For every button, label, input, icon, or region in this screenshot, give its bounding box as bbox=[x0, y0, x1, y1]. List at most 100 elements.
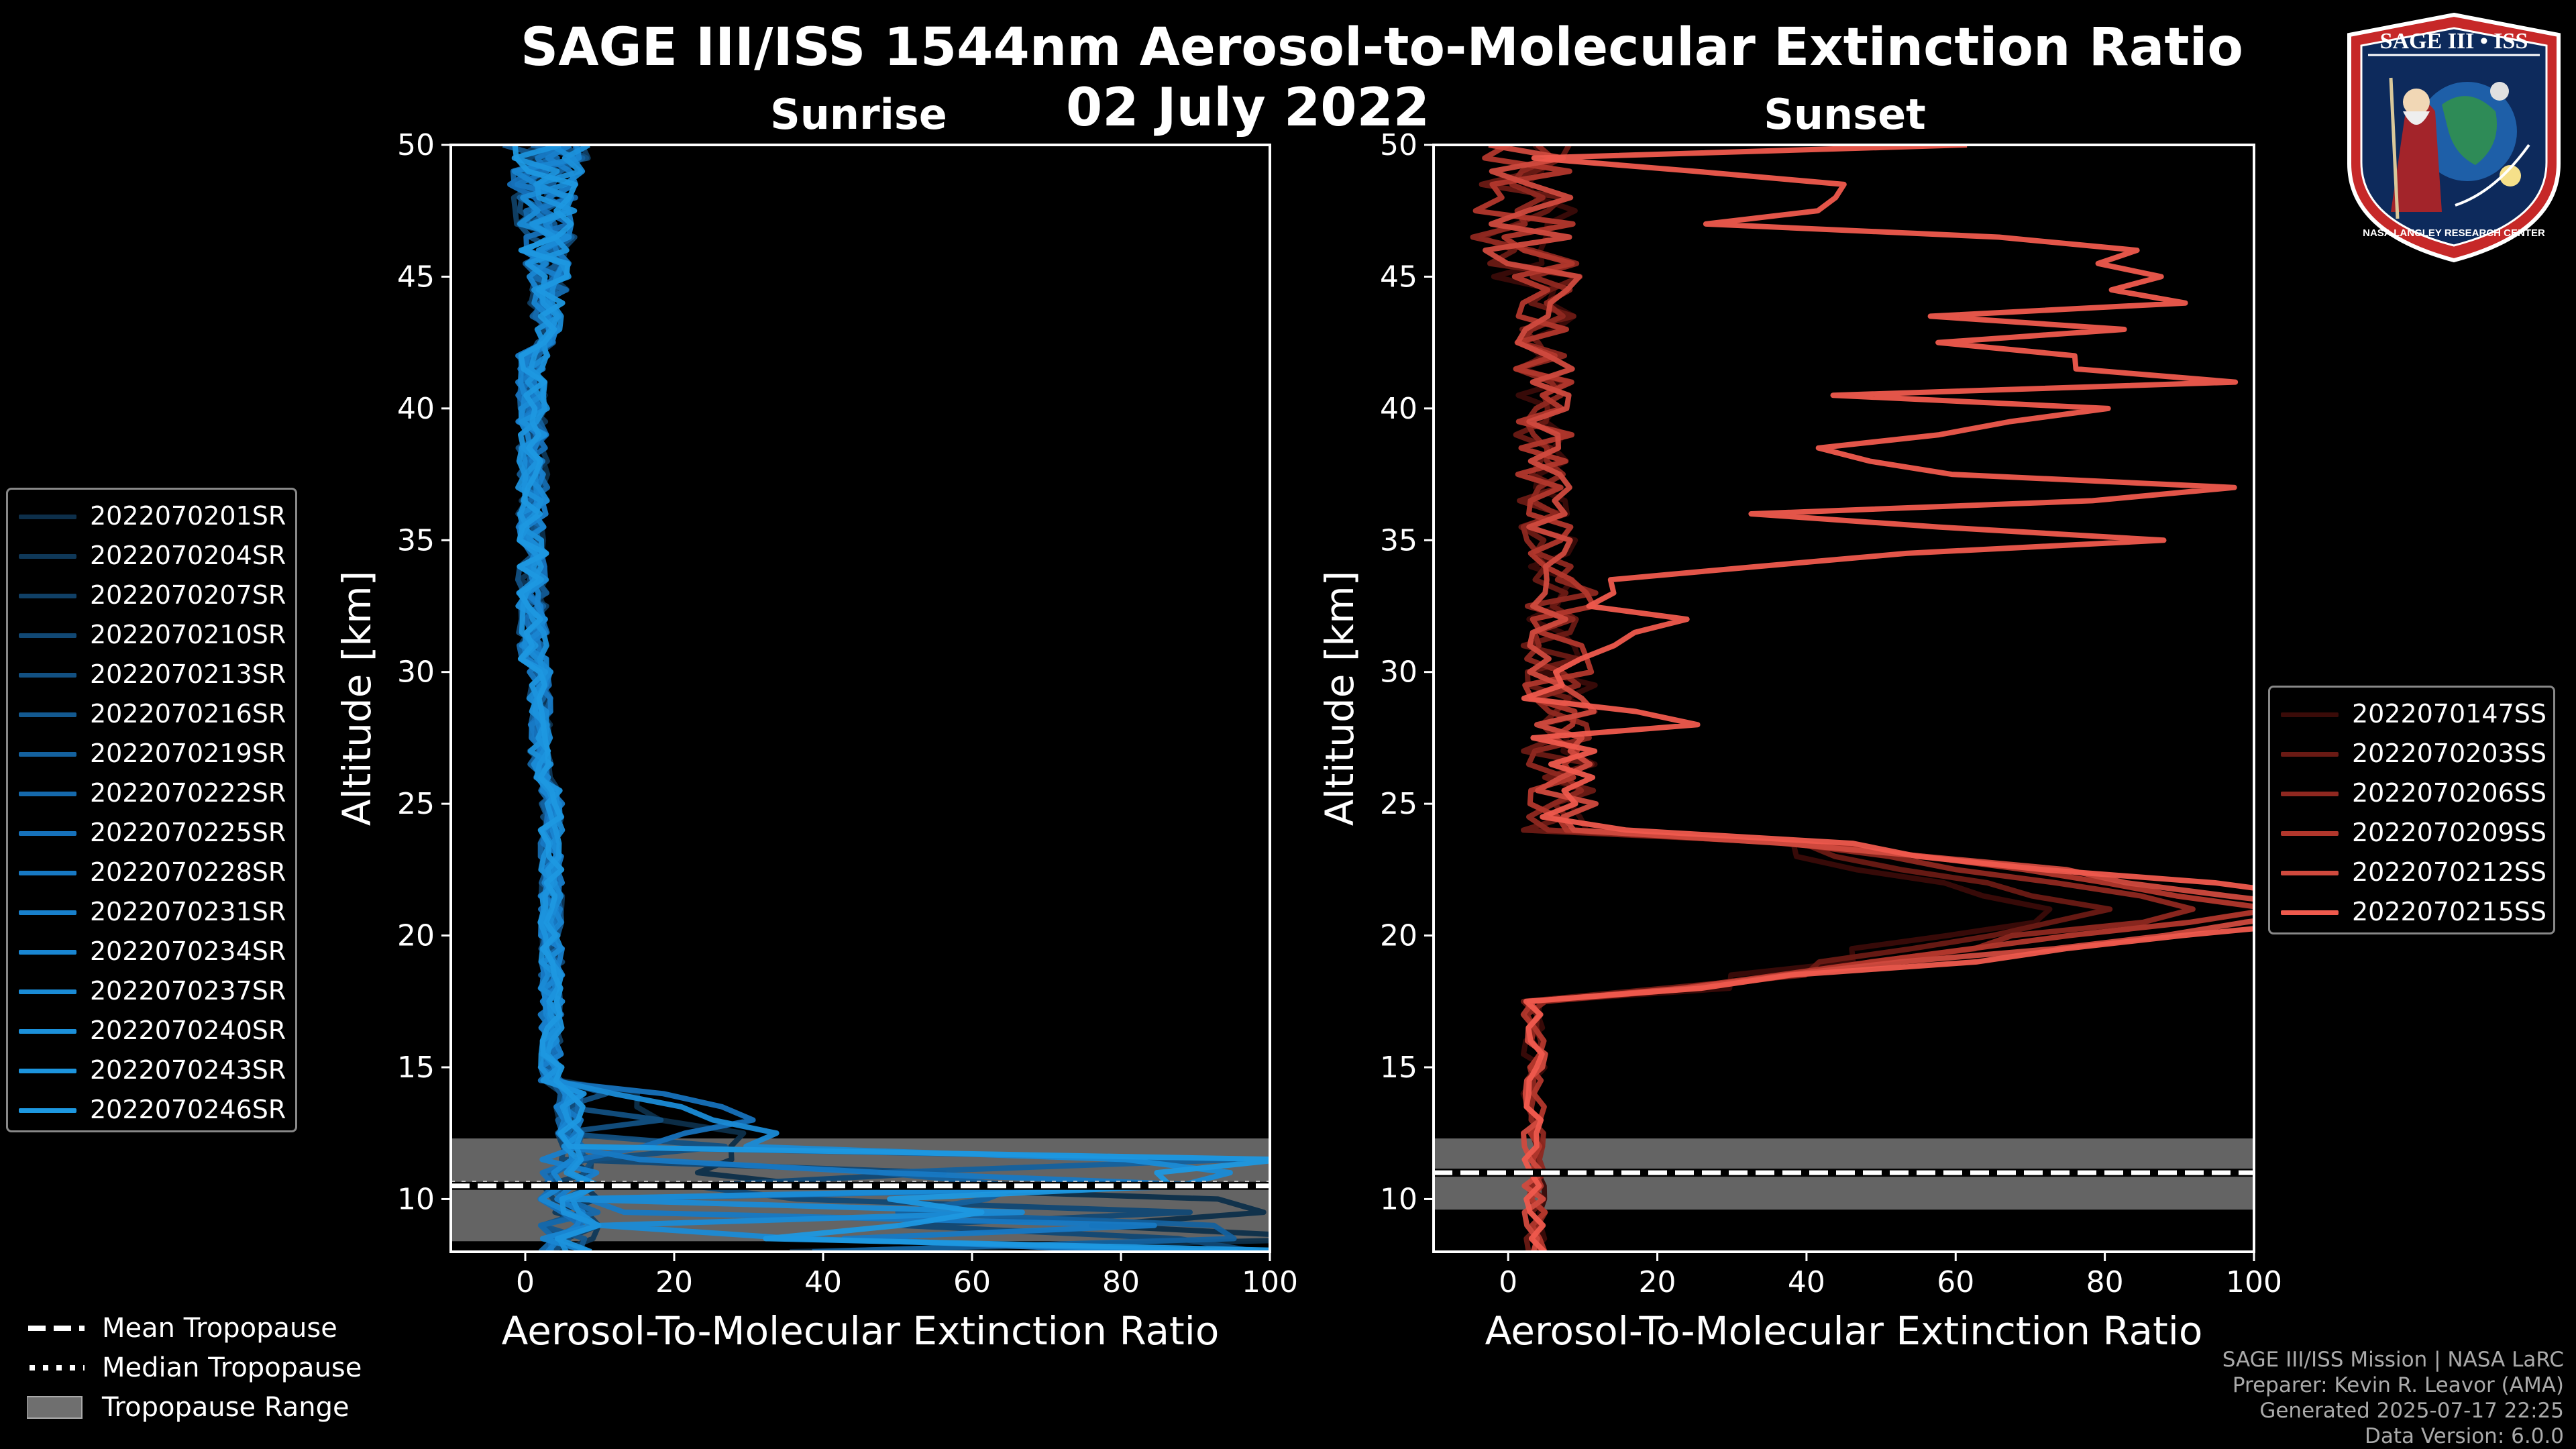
legend-item-2022070246SR: 2022070246SR bbox=[8, 1090, 295, 1130]
series-line-2022070210SR bbox=[517, 145, 1259, 1252]
legend-swatch bbox=[2281, 792, 2339, 796]
legend-swatch bbox=[19, 989, 76, 994]
series-line-2022070219SR bbox=[517, 145, 1244, 1252]
legend-item-2022070228SR: 2022070228SR bbox=[8, 853, 295, 892]
legend-item-2022070240SR: 2022070240SR bbox=[8, 1011, 295, 1051]
legend-label: 2022070212SS bbox=[2352, 857, 2547, 887]
legend-swatch bbox=[19, 831, 76, 836]
dashed-line-icon bbox=[28, 1326, 85, 1331]
sunset-x-tick-label: 100 bbox=[2226, 1265, 2282, 1299]
legend-item-2022070210SR: 2022070210SR bbox=[8, 615, 295, 655]
legend-label: 2022070234SR bbox=[90, 936, 286, 966]
series-line-2022070246SR bbox=[512, 145, 1270, 1252]
chart-title: SAGE III/ISS 1544nm Aerosol-to-Molecular… bbox=[521, 17, 2243, 78]
legend-swatch bbox=[19, 594, 76, 598]
series-line-2022070228SR bbox=[515, 145, 1231, 1252]
credit-mission: SAGE III/ISS Mission | NASA LaRC bbox=[2222, 1348, 2564, 1372]
sunrise-x-tick-label: 100 bbox=[1242, 1265, 1298, 1299]
legend-swatch bbox=[19, 910, 76, 915]
sunset-y-tick-label: 35 bbox=[1380, 523, 1417, 557]
legend-swatch bbox=[19, 554, 76, 559]
sunrise-panel-title: Sunrise bbox=[770, 90, 947, 139]
sunset-x-tick-label: 40 bbox=[1788, 1265, 1825, 1299]
sunset-x-tick-label: 20 bbox=[1639, 1265, 1676, 1299]
legend-swatch bbox=[19, 1029, 76, 1034]
legend-swatch bbox=[19, 633, 76, 638]
sunset-y-axis-label: Altitude [km] bbox=[1317, 571, 1362, 826]
chart-date: 02 July 2022 bbox=[1065, 78, 1430, 138]
sunset-plot-area bbox=[1434, 145, 2254, 1252]
legend-item-2022070222SR: 2022070222SR bbox=[8, 773, 295, 813]
legend-swatch bbox=[19, 871, 76, 875]
sunset-y-tick-label: 45 bbox=[1380, 260, 1417, 294]
sunrise-y-tick-label: 30 bbox=[397, 655, 435, 690]
legend-label: 2022070215SS bbox=[2352, 897, 2547, 926]
sunset-y-tick-label: 40 bbox=[1380, 392, 1417, 426]
legend-item-2022070216SR: 2022070216SR bbox=[8, 694, 295, 734]
sunset-y-tick-label: 10 bbox=[1380, 1182, 1417, 1216]
sunset-x-axis-label: Aerosol-To-Molecular Extinction Ratio bbox=[1485, 1308, 2203, 1354]
legend-label: 2022070231SR bbox=[90, 897, 286, 926]
legend-label: 2022070246SR bbox=[90, 1095, 286, 1124]
legend-item-2022070215SS: 2022070215SS bbox=[2270, 892, 2553, 932]
legend-swatch bbox=[2281, 712, 2339, 717]
legend-item-2022070231SR: 2022070231SR bbox=[8, 892, 295, 932]
sunrise-axes-frame bbox=[449, 144, 1271, 1253]
legend-item-2022070204SR: 2022070204SR bbox=[8, 536, 295, 576]
sunset-panel-title: Sunset bbox=[1764, 90, 1926, 139]
mean-tropopause-label: Mean Tropopause bbox=[102, 1313, 337, 1344]
legend-swatch bbox=[19, 752, 76, 757]
legend-item-2022070243SR: 2022070243SR bbox=[8, 1051, 295, 1090]
sunset-x-tick-label: 0 bbox=[1499, 1265, 1517, 1299]
sunrise-y-tick-label: 45 bbox=[397, 260, 435, 294]
legend-label: 2022070222SR bbox=[90, 778, 286, 808]
legend-label: 2022070213SR bbox=[90, 659, 286, 689]
legend-item-2022070219SR: 2022070219SR bbox=[8, 734, 295, 773]
sunrise-plot-area bbox=[451, 145, 1270, 1252]
series-line-2022070209SS bbox=[1472, 145, 2254, 1252]
sunrise-y-tick-label: 15 bbox=[397, 1051, 435, 1085]
legend-label: 2022070219SR bbox=[90, 739, 286, 768]
sunset-y-tick-label: 20 bbox=[1380, 919, 1417, 953]
legend-label: 2022070201SR bbox=[90, 501, 286, 531]
sunrise-y-tick-label: 35 bbox=[397, 523, 435, 557]
legend-swatch bbox=[19, 950, 76, 955]
sunrise-x-tick-label: 60 bbox=[953, 1265, 991, 1299]
legend-label: 2022070210SR bbox=[90, 620, 286, 649]
sunset-x-tick-label: 60 bbox=[1937, 1265, 1974, 1299]
legend-label: 2022070206SS bbox=[2352, 778, 2547, 808]
sunrise-x-tick-label: 20 bbox=[655, 1265, 693, 1299]
sunrise-y-tick-label: 10 bbox=[397, 1182, 435, 1216]
legend-item-2022070207SR: 2022070207SR bbox=[8, 576, 295, 615]
legend-item-2022070203SS: 2022070203SS bbox=[2270, 734, 2553, 773]
series-line-2022070212SS bbox=[1483, 145, 2254, 1252]
legend-item-2022070237SR: 2022070237SR bbox=[8, 971, 295, 1011]
sunrise-y-tick-label: 50 bbox=[397, 128, 435, 162]
legend-item-2022070209SS: 2022070209SS bbox=[2270, 813, 2553, 853]
sunrise-legend: 2022070201SR 2022070204SR 2022070207SR 2022… bbox=[6, 488, 297, 1132]
legend-label: 2022070240SR bbox=[90, 1016, 286, 1045]
legend-swatch bbox=[2281, 831, 2339, 836]
legend-swatch bbox=[2281, 910, 2339, 915]
sunset-y-tick-label: 30 bbox=[1380, 655, 1417, 690]
sunset-x-tick-label: 80 bbox=[2086, 1265, 2124, 1299]
sunrise-x-tick-label: 0 bbox=[516, 1265, 535, 1299]
legend-swatch bbox=[19, 1069, 76, 1073]
legend-label: 2022070147SS bbox=[2352, 699, 2547, 729]
legend-swatch bbox=[2281, 871, 2339, 875]
logo-text: SAGE III • ISS bbox=[2380, 29, 2528, 54]
sunrise-y-axis-label: Altitude [km] bbox=[334, 571, 380, 826]
logo-ring-text: NASA LANGLEY RESEARCH CENTER bbox=[2363, 227, 2545, 239]
credit-version: Data Version: 6.0.0 bbox=[2364, 1424, 2564, 1448]
series-line-2022070201SR bbox=[514, 145, 1270, 1252]
sunset-axes-frame bbox=[1432, 144, 2255, 1253]
credit-preparer: Preparer: Kevin R. Leavor (AMA) bbox=[2232, 1373, 2564, 1397]
legend-swatch bbox=[19, 673, 76, 678]
legend-item-2022070147SS: 2022070147SS bbox=[2270, 694, 2553, 734]
tropopause-range-label: Tropopause Range bbox=[102, 1392, 350, 1423]
dotted-line-icon bbox=[30, 1365, 85, 1371]
legend-label: 2022070228SR bbox=[90, 857, 286, 887]
sunrise-y-tick-label: 20 bbox=[397, 919, 435, 953]
legend-label: 2022070243SR bbox=[90, 1055, 286, 1085]
